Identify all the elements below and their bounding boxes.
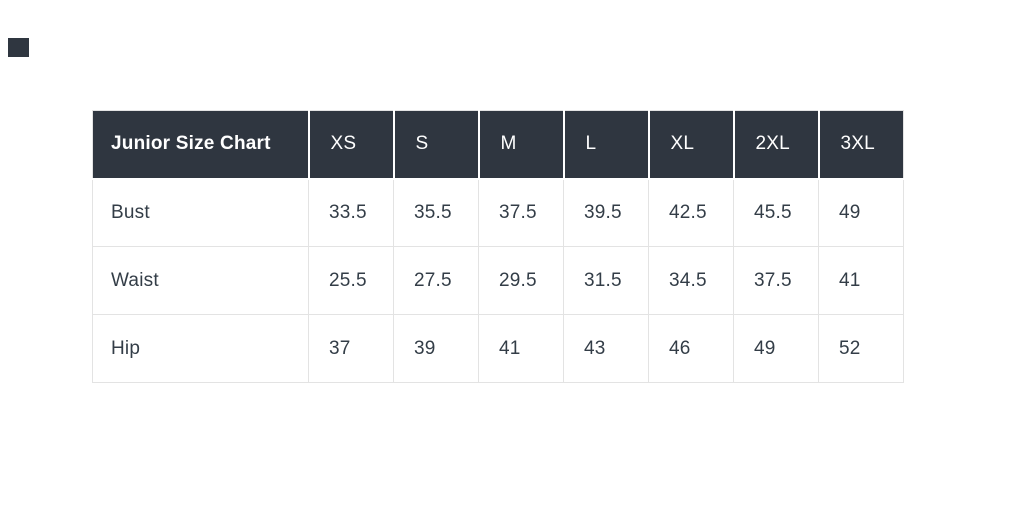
col-header-3xl: 3XL [817,110,904,180]
bust-2xl: 45.5 [733,178,819,247]
col-header-xs: XS [307,110,395,180]
waist-s: 27.5 [393,246,479,315]
row-label-waist: Waist [92,246,309,315]
chart-title: Junior Size Chart [92,110,310,180]
header-row: Junior Size Chart XS S M L XL 2XL 3XL [92,110,904,180]
col-header-2xl: 2XL [732,110,820,180]
waist-2xl: 37.5 [733,246,819,315]
row-label-bust: Bust [92,178,309,247]
hip-xl: 46 [648,314,734,383]
table-row-waist: Waist 25.5 27.5 29.5 31.5 34.5 37.5 41 [92,246,904,315]
bust-l: 39.5 [563,178,649,247]
hip-l: 43 [563,314,649,383]
table-row-hip: Hip 37 39 41 43 46 49 52 [92,314,904,383]
bust-xs: 33.5 [308,178,394,247]
junior-size-chart-table: Junior Size Chart XS S M L XL 2XL 3XL Bu… [92,110,904,383]
col-header-xl: XL [647,110,735,180]
bust-m: 37.5 [478,178,564,247]
bust-xl: 42.5 [648,178,734,247]
size-chart-header: Junior Size Chart XS S M L XL 2XL 3XL [92,110,904,180]
hip-m: 41 [478,314,564,383]
waist-m: 29.5 [478,246,564,315]
waist-l: 31.5 [563,246,649,315]
size-chart-container: Junior Size Chart XS S M L XL 2XL 3XL Bu… [92,110,904,383]
waist-xs: 25.5 [308,246,394,315]
waist-xl: 34.5 [648,246,734,315]
col-header-m: M [477,110,565,180]
hip-s: 39 [393,314,479,383]
hip-2xl: 49 [733,314,819,383]
bust-s: 35.5 [393,178,479,247]
corner-mark [8,38,29,57]
size-chart-body: Bust 33.5 35.5 37.5 39.5 42.5 45.5 49 Wa… [92,178,904,383]
waist-3xl: 41 [818,246,904,315]
col-header-s: S [392,110,480,180]
col-header-l: L [562,110,650,180]
hip-xs: 37 [308,314,394,383]
row-label-hip: Hip [92,314,309,383]
hip-3xl: 52 [818,314,904,383]
table-row-bust: Bust 33.5 35.5 37.5 39.5 42.5 45.5 49 [92,178,904,247]
bust-3xl: 49 [818,178,904,247]
